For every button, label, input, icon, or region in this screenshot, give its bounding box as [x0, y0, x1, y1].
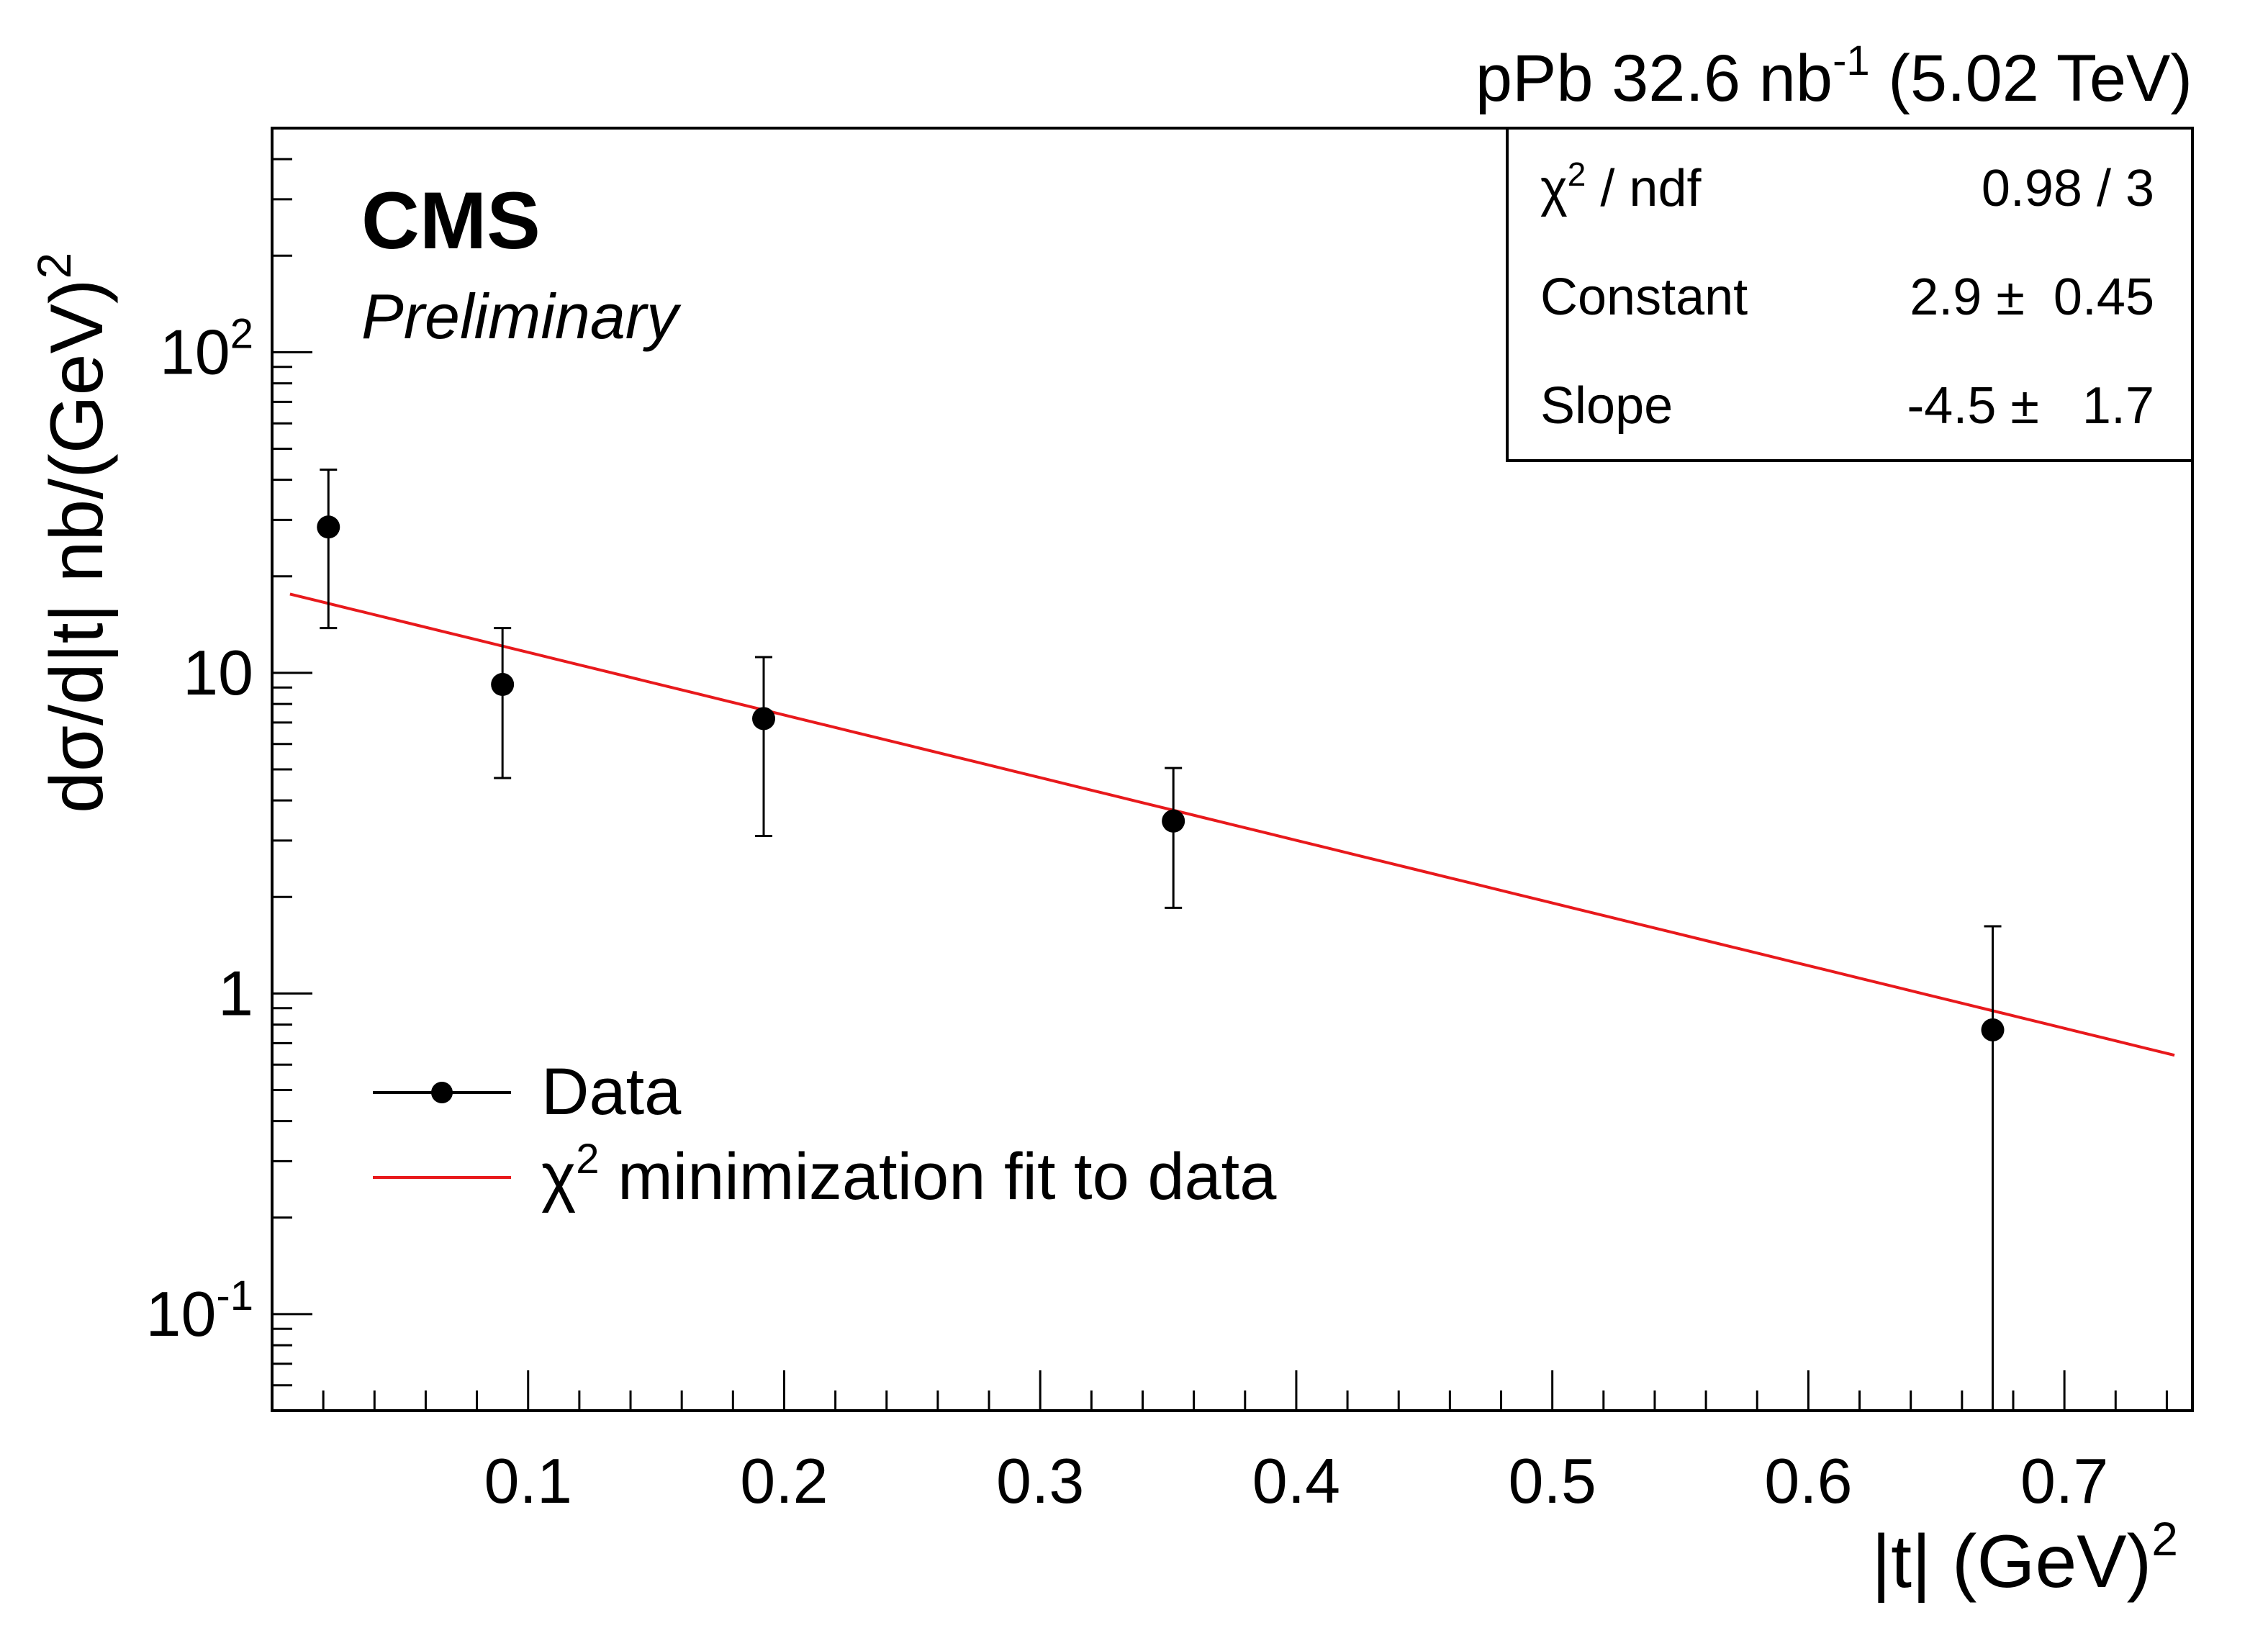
legend-fit-label: χ2 minimization fit to data	[541, 1136, 1277, 1213]
stats-slope-value: -4.5 ± 1.7	[1907, 377, 2154, 435]
y-tick-label: 1	[218, 957, 253, 1028]
data-point	[317, 469, 340, 630]
data-marker	[1981, 1018, 2005, 1041]
data-marker	[491, 673, 515, 697]
data-point	[1981, 925, 2005, 1411]
data-marker	[752, 707, 776, 731]
data-point	[491, 627, 515, 779]
data-point	[1162, 766, 1185, 909]
x-tick-label: 0.1	[484, 1445, 572, 1516]
fit-stats-box: χ2 / ndf 0.98 / 3 Constant 2.9 ± 0.45 Sl…	[1506, 127, 2194, 462]
y-tick-label: 10-1	[146, 1272, 253, 1349]
y-tick-label: 10	[183, 637, 253, 708]
data-marker	[1162, 809, 1185, 833]
stats-chi2-value: 0.98 / 3	[1982, 160, 2154, 217]
stats-box-frame	[1506, 127, 2194, 462]
stats-slope-label: Slope	[1540, 377, 1673, 435]
lumi-label: pPb 32.6 nb-1 (5.02 TeV)	[1476, 37, 2192, 115]
data-point	[752, 656, 776, 837]
x-tick-label: 0.7	[2020, 1445, 2108, 1516]
x-tick-label: 0.4	[1252, 1445, 1340, 1516]
stats-chi2-label: χ2 / ndf	[1540, 155, 1702, 217]
preliminary-label: Preliminary	[361, 281, 682, 352]
y-axis: 10-1 1 10 102	[146, 127, 312, 1412]
fit-series	[289, 592, 2175, 1057]
data-series	[317, 469, 2005, 1411]
cms-label: CMS	[361, 176, 541, 266]
x-tick-label: 0.5	[1508, 1445, 1596, 1516]
x-axis-title: |t| (GeV)2	[1871, 1512, 2178, 1604]
x-tick-label: 0.6	[1764, 1445, 1852, 1516]
x-axis: 0.1 0.2 0.3 0.4 0.5 0.6 0.7	[322, 1370, 2168, 1516]
data-marker	[317, 515, 340, 539]
legend-data-label: Data	[541, 1055, 682, 1129]
legend: Data χ2 minimization fit to data	[373, 1055, 1277, 1213]
y-tick-label: 102	[160, 310, 253, 387]
x-tick-label: 0.2	[740, 1445, 828, 1516]
stats-constant-value: 2.9 ± 0.45	[1910, 268, 2154, 326]
stats-constant-label: Constant	[1540, 268, 1748, 326]
x-tick-label: 0.3	[996, 1445, 1084, 1516]
fit-curve	[289, 592, 2175, 1057]
y-axis-title: dσ/d|t| nb/(GeV)2	[27, 253, 119, 813]
legend-data-marker	[431, 1082, 453, 1103]
